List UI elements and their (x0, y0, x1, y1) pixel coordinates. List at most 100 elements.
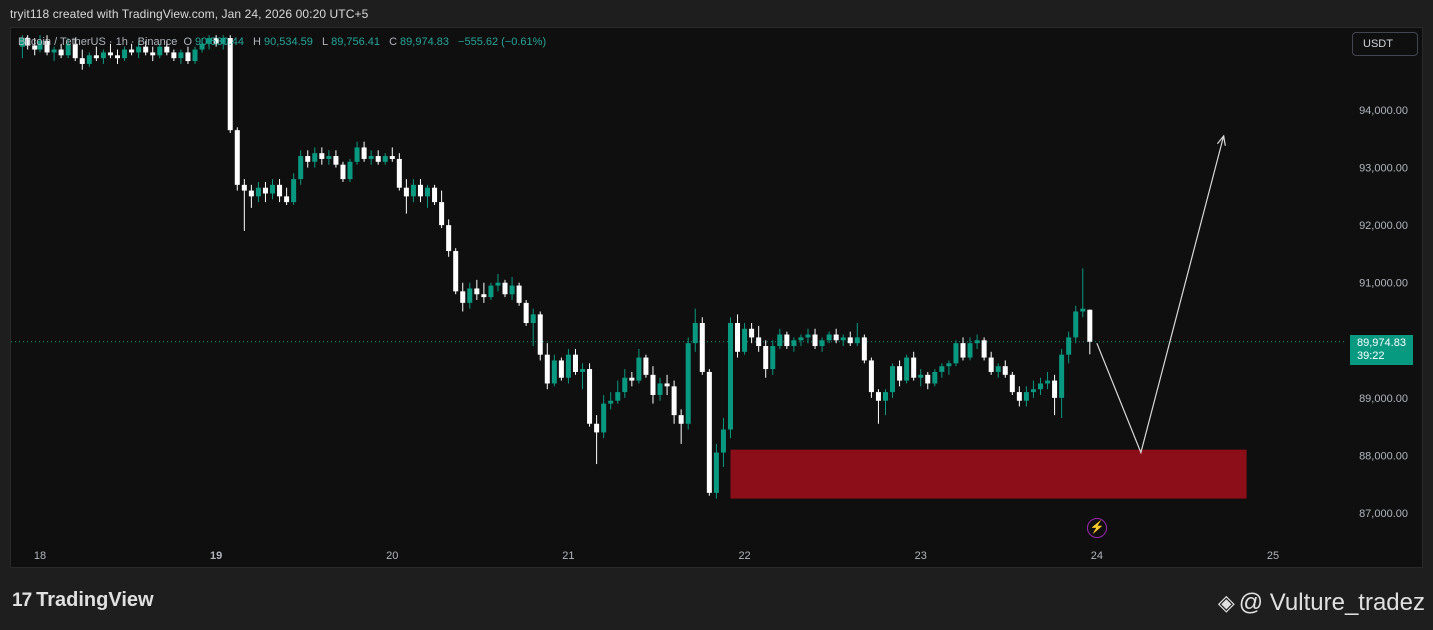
candle-body (587, 369, 593, 424)
y-tick-label: 94,000.00 (1359, 105, 1408, 117)
candle-body (93, 55, 99, 59)
candle-body (544, 354, 550, 384)
projection-path (1096, 135, 1225, 455)
candle-body (882, 392, 888, 401)
symbol-legend: Bitcoin / TetherUS · 1h · Binance O 90,53… (18, 36, 549, 48)
candle-body (65, 43, 71, 56)
candle-body (410, 184, 416, 197)
candle-body (678, 415, 684, 424)
candle-body (763, 346, 769, 370)
y-tick-label: 89,000.00 (1359, 393, 1408, 405)
candle-body (199, 43, 205, 50)
legend-symbol[interactable]: Bitcoin / TetherUS · 1h · Binance (18, 36, 178, 48)
candle-body (854, 337, 860, 344)
candle-body (206, 38, 212, 44)
candle-body (918, 374, 924, 378)
candle-body (488, 285, 494, 298)
candle-body (713, 452, 719, 493)
candle-body (425, 187, 431, 197)
last-price-value: 89,974.83 (1357, 337, 1406, 349)
candle-body (509, 285, 515, 295)
candle-body (1030, 389, 1036, 393)
candle-body (277, 184, 283, 197)
candle-body (594, 423, 600, 433)
legend-low: L 89,756.41 (321, 36, 381, 48)
candle-body (939, 366, 945, 372)
candle-body (298, 156, 304, 180)
candle-body (262, 187, 268, 194)
candle-body (1023, 392, 1029, 401)
candle-body (319, 153, 325, 159)
candle-body (932, 371, 938, 384)
candle-body (643, 357, 649, 375)
candle-body (375, 156, 381, 162)
candle-body (960, 343, 966, 358)
candle-body (291, 179, 297, 203)
candle-body (227, 38, 233, 131)
candle-body (756, 337, 762, 347)
candle-body (974, 340, 980, 344)
candle-body (1052, 380, 1058, 398)
candle-body (551, 360, 557, 384)
candle-body (333, 156, 339, 165)
candle-body (234, 130, 240, 185)
candle-body (650, 374, 656, 395)
candle-body (1073, 311, 1079, 338)
candle-body (608, 400, 614, 404)
candle-body (636, 357, 642, 381)
candle-body (25, 38, 31, 46)
candle-body (981, 340, 987, 358)
currency-button[interactable]: USDT (1352, 32, 1418, 56)
y-tick-label: 88,000.00 (1359, 450, 1408, 462)
candle-body (868, 360, 874, 393)
candle-body (270, 184, 276, 194)
candle-body (925, 374, 931, 384)
tradingview-logo[interactable]: 17 TradingView (12, 589, 154, 612)
candle-body (474, 288, 480, 295)
candle-body (812, 334, 818, 347)
candle-body (692, 323, 698, 344)
candle-body (530, 314, 536, 324)
candle-body (791, 340, 797, 347)
x-tick-label: 21 (562, 550, 574, 562)
candle-body (284, 196, 290, 203)
candle-body (192, 49, 198, 62)
candle-body (157, 46, 163, 56)
diamond-icon: ◈ (1217, 590, 1235, 615)
candle-body (967, 343, 973, 358)
candle-body (171, 52, 177, 59)
candle-body (685, 343, 691, 424)
candle-body (213, 38, 219, 44)
candle-body (911, 357, 917, 378)
candle-body (580, 369, 586, 372)
candle-body (354, 147, 360, 162)
lightning-bolt-icon[interactable]: ⚡ (1087, 518, 1107, 538)
y-tick-label: 87,000.00 (1359, 508, 1408, 520)
candle-body (601, 403, 607, 433)
candle-body (565, 354, 571, 378)
candle-body (558, 360, 564, 378)
candle-body (749, 328, 755, 338)
candle-body (460, 291, 466, 303)
candle-body (847, 337, 853, 344)
candle-body (382, 156, 388, 162)
candle-body (241, 184, 247, 191)
x-tick-label: 25 (1267, 550, 1279, 562)
candle-body (439, 202, 445, 226)
candle-body (86, 55, 92, 64)
projection-arrow-head (1216, 134, 1226, 146)
candle-body (107, 52, 113, 56)
candle-body (417, 184, 423, 197)
legend-open: O 90,530.44 (183, 36, 244, 48)
candle-body (51, 49, 57, 53)
candle-body (1002, 366, 1008, 375)
y-tick-label: 92,000.00 (1359, 220, 1408, 232)
candle-body (953, 343, 959, 364)
candle-body (657, 383, 663, 395)
candle-body (735, 323, 741, 352)
candle-body (115, 55, 121, 59)
y-tick-label: 91,000.00 (1359, 278, 1408, 290)
legend-high: H 90,534.59 (253, 36, 313, 48)
candle-body (671, 386, 677, 416)
candle-body (79, 58, 85, 64)
